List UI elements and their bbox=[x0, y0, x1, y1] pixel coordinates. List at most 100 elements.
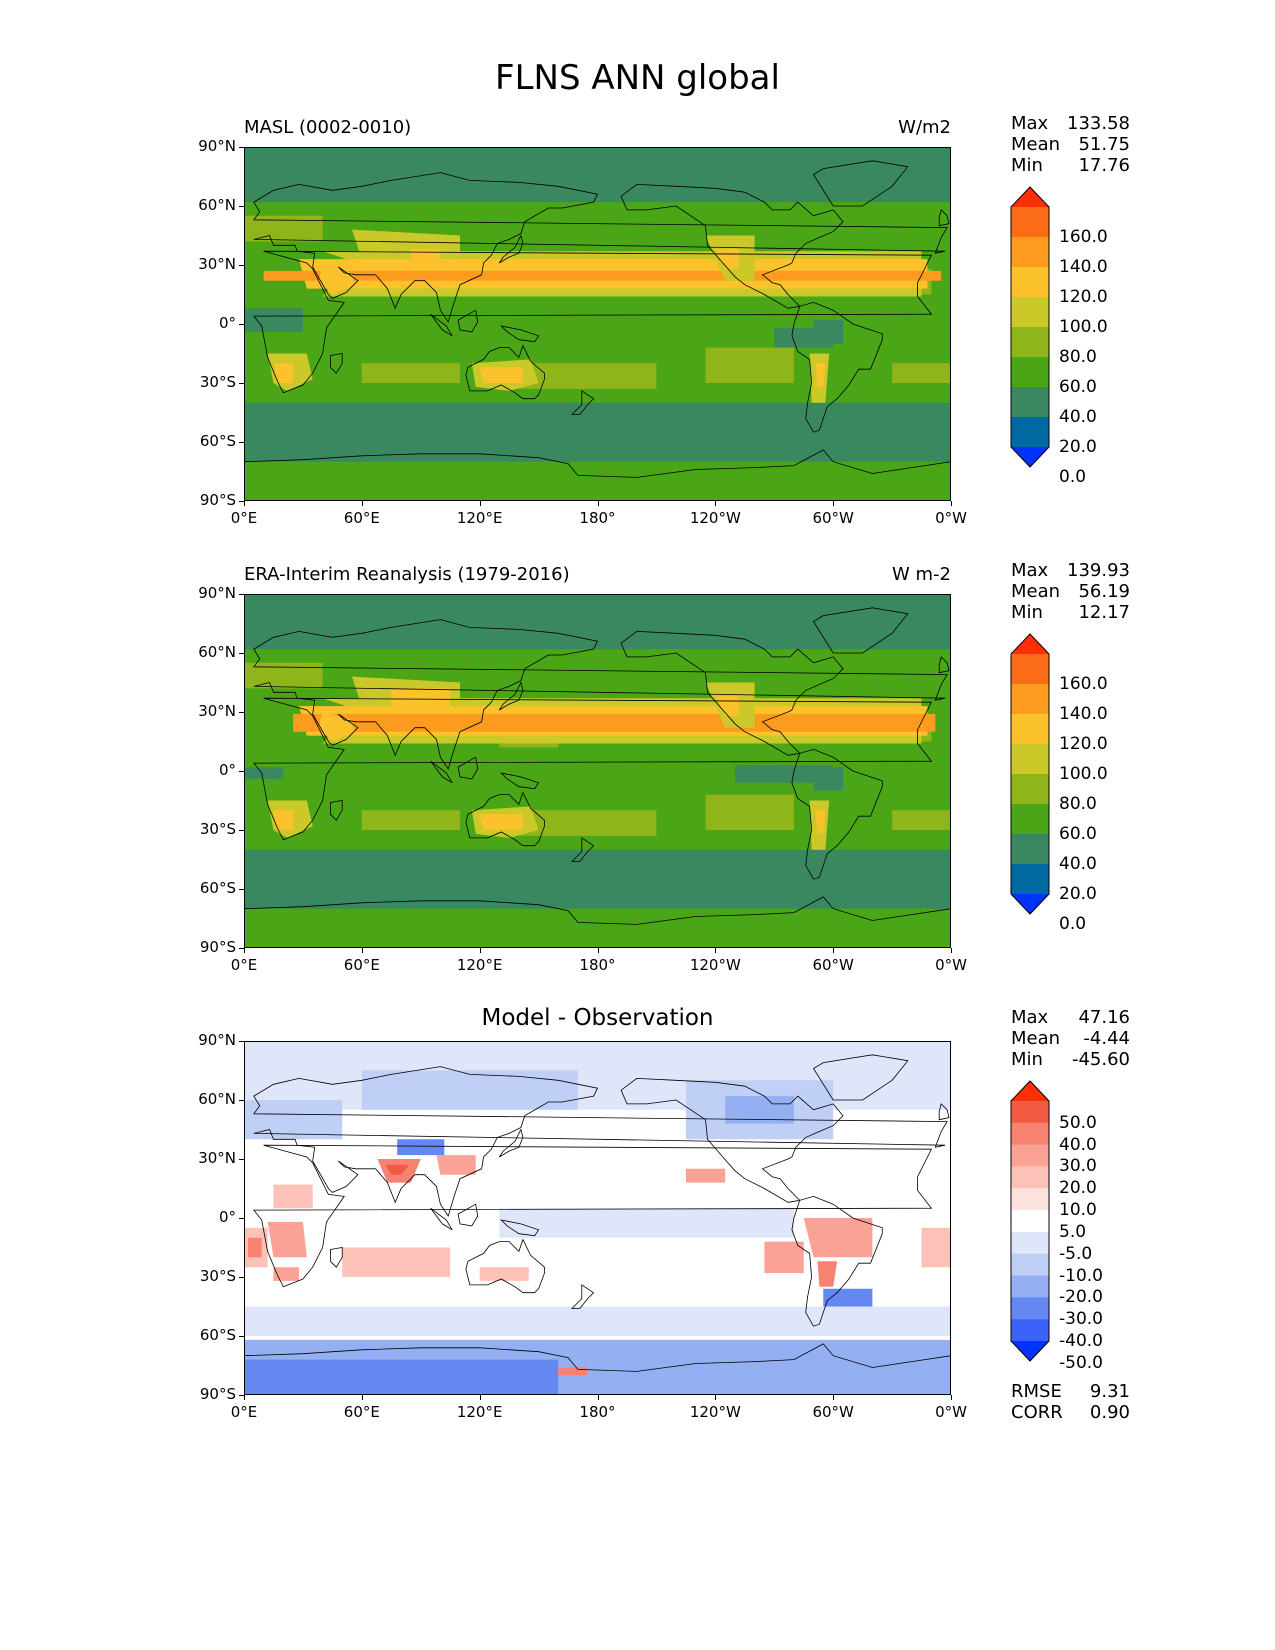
stat-value-corr: 0.90 bbox=[1089, 1402, 1130, 1423]
colorbar-tick-label: 100.0 bbox=[1059, 317, 1108, 337]
lat-tick-label: 60°N bbox=[198, 1090, 236, 1108]
coastline-newGuinea bbox=[500, 1219, 540, 1237]
lat-tick-label: 60°S bbox=[199, 879, 236, 897]
colorbar-tick-label: 20.0 bbox=[1059, 1178, 1097, 1199]
lon-tick-label: 120°E bbox=[456, 1403, 503, 1421]
colorbar-min-extension bbox=[1011, 447, 1049, 467]
colorbar-min-extension bbox=[1011, 1341, 1049, 1361]
lon-tick-mark bbox=[951, 501, 952, 506]
lon-tick-label: 0°W bbox=[935, 509, 967, 527]
lat-tick-label: 30°S bbox=[199, 1267, 236, 1285]
coastline-eurasia bbox=[253, 619, 948, 770]
colorbar-segment bbox=[1011, 804, 1049, 835]
lon-tick-mark bbox=[597, 1395, 599, 1400]
colorbar-tick-label: 160.0 bbox=[1059, 227, 1108, 247]
stat-value-mean: -4.44 bbox=[1083, 1028, 1130, 1049]
contour-sahara-core bbox=[263, 270, 942, 281]
contour-india-red-core bbox=[385, 1164, 409, 1175]
contour-andes-core bbox=[815, 363, 826, 387]
coastline-japan bbox=[498, 681, 524, 711]
colorbar-segment bbox=[1011, 1275, 1049, 1298]
coastline-japan bbox=[498, 1128, 524, 1158]
colorbar-segment bbox=[1011, 1210, 1049, 1233]
contour-antarctic-core bbox=[244, 1359, 559, 1395]
contour-band-arctic bbox=[244, 147, 951, 203]
lon-tick-mark bbox=[361, 501, 363, 506]
coastline-greenland bbox=[812, 160, 909, 207]
lon-tick-mark bbox=[951, 1395, 952, 1400]
stat-value-mean: 56.19 bbox=[1078, 581, 1130, 602]
lat-tick-mark bbox=[239, 1277, 244, 1278]
contour-subtrop-pacific-s bbox=[499, 810, 657, 836]
stat-value-min: 17.76 bbox=[1078, 155, 1130, 176]
coastline-borneo bbox=[457, 756, 479, 780]
coastline-newZealand bbox=[571, 837, 595, 862]
colorbar-min-extension bbox=[1011, 894, 1049, 914]
lon-tick-mark bbox=[244, 501, 245, 506]
colorbar-segment bbox=[1011, 1319, 1049, 1342]
contour-band-eq-amazon bbox=[813, 767, 843, 791]
coastline-madagascar bbox=[330, 353, 343, 374]
panel-center-title: Model - Observation bbox=[481, 1005, 714, 1031]
lat-tick-label: 0° bbox=[218, 314, 236, 332]
contour-band-southern-ocean bbox=[244, 402, 951, 462]
stat-label-corr: CORR bbox=[1011, 1402, 1063, 1423]
colorbar-outline bbox=[1010, 633, 1050, 915]
colorbar-segment bbox=[1011, 1144, 1049, 1167]
contour-subtrop-pacific-e bbox=[705, 347, 794, 383]
colorbar-segment bbox=[1011, 297, 1049, 328]
colorbar-tick-label: -40.0 bbox=[1059, 1331, 1103, 1351]
stat-label-mean: Mean bbox=[1011, 134, 1061, 155]
contour-band-equatorial bbox=[735, 765, 834, 783]
coastline-madagascar bbox=[330, 1247, 343, 1268]
coastline-australia bbox=[465, 791, 545, 847]
contour-eq-pacific-blue bbox=[499, 1208, 794, 1238]
contour-tibet-blue bbox=[397, 1139, 445, 1156]
stat-value-max: 133.58 bbox=[1067, 113, 1130, 134]
coastline-antarctica bbox=[244, 1343, 951, 1395]
contour-canada-core bbox=[725, 1096, 794, 1124]
lat-tick-label: 60°N bbox=[198, 643, 236, 661]
coastline-northAmerica bbox=[620, 183, 844, 309]
coastline-northAmerica bbox=[620, 630, 844, 756]
coastline-borneo bbox=[457, 1203, 479, 1227]
lat-tick-mark bbox=[239, 948, 244, 949]
panel-left-title: ERA-Interim Reanalysis (1979-2016) bbox=[244, 564, 570, 585]
coastline-southAmerica bbox=[791, 301, 883, 433]
colorbar-max-extension bbox=[1011, 1081, 1049, 1101]
colorbar-tick-label: 40.0 bbox=[1059, 1134, 1097, 1155]
lat-tick-label: 0° bbox=[218, 761, 236, 779]
contour-ross-red bbox=[558, 1367, 588, 1376]
lon-tick-mark bbox=[479, 1395, 481, 1400]
colorbar-tick-label: -10.0 bbox=[1059, 1265, 1103, 1286]
contour-argentina-red bbox=[817, 1261, 838, 1287]
coastline-australia bbox=[465, 1238, 545, 1294]
lon-tick-mark bbox=[597, 501, 599, 506]
lon-tick-label: 0°E bbox=[230, 1403, 258, 1421]
colorbar-segment bbox=[1011, 207, 1049, 238]
lon-tick-mark bbox=[951, 948, 952, 953]
lat-tick-label: 60°S bbox=[199, 432, 236, 450]
map-frame bbox=[244, 1041, 951, 1395]
colorbar-segment bbox=[1011, 1101, 1049, 1124]
lat-tick-label: 0° bbox=[218, 1208, 236, 1226]
colorbar-tick-label: 0.0 bbox=[1059, 914, 1087, 934]
lon-tick-label: 0°W bbox=[935, 956, 967, 974]
colorbar-segment bbox=[1011, 774, 1049, 805]
contour-band-southern-ocean bbox=[244, 849, 951, 909]
coastline-uk bbox=[938, 209, 950, 227]
lon-tick-label: 180° bbox=[579, 509, 616, 527]
colorbar-segment bbox=[1011, 357, 1049, 388]
lon-tick-label: 60°E bbox=[343, 956, 380, 974]
lon-tick-label: 60°E bbox=[343, 1403, 380, 1421]
map-frame bbox=[244, 594, 951, 948]
figure-title: FLNS ANN global bbox=[495, 58, 780, 98]
lon-tick-label: 120°E bbox=[456, 509, 503, 527]
colorbar-tick-label: 120.0 bbox=[1059, 734, 1108, 754]
colorbar-max-extension bbox=[1011, 634, 1049, 654]
contour-kalahari-core bbox=[273, 810, 294, 830]
contour-subtrop-indian bbox=[361, 810, 460, 830]
coastline-borneo bbox=[457, 309, 479, 333]
contour-africa-red-s bbox=[267, 1221, 307, 1258]
lat-tick-mark bbox=[239, 771, 244, 772]
